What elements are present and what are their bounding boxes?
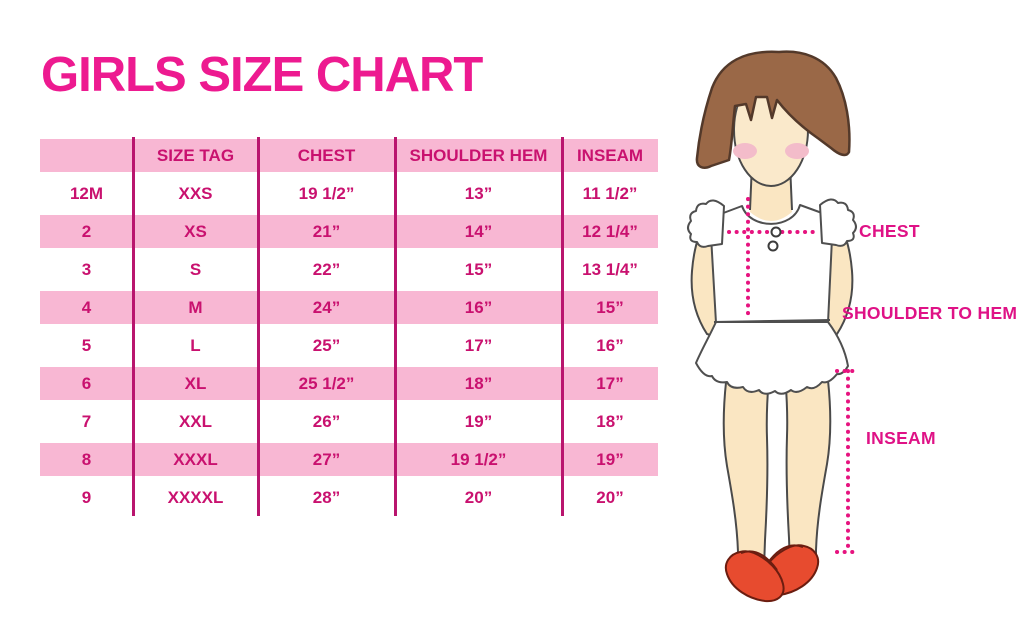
skirt <box>695 319 849 395</box>
size-tag-cell: M <box>188 298 203 317</box>
shoulder-cell: 15” <box>464 260 493 279</box>
shoe-left <box>724 550 785 603</box>
chest-cell: 28” <box>312 488 341 507</box>
row-label-cell: 3 <box>81 260 92 279</box>
row-label-cell: 5 <box>81 336 92 355</box>
chest-cell: 19 1/2” <box>298 184 355 203</box>
inseam-cell: 15” <box>596 298 624 317</box>
blush-right <box>785 143 809 159</box>
shoulder-to-hem-label: SHOULDER TO HEM <box>842 303 1018 323</box>
hair <box>695 50 851 169</box>
size-tag-cell: S <box>189 260 202 279</box>
shoulder-cell: 18” <box>464 374 493 393</box>
size-tag-cell: XXXXL <box>167 488 224 507</box>
shirt-buttons <box>767 226 782 252</box>
row-label-cell: 8 <box>81 450 92 469</box>
inseam-cell: 11 1/2” <box>582 184 638 203</box>
inseam-cell: 13 1/4” <box>582 260 638 279</box>
shoulder-cell: 16” <box>464 298 493 317</box>
measurement-lines <box>727 197 856 554</box>
table-row: 7 XXL 26” 19” 18” <box>40 403 658 441</box>
ruffle-sleeve-right <box>819 198 857 247</box>
waist-line <box>713 319 831 323</box>
table-row: 9 XXXXL 28” 20” 20” <box>40 479 658 517</box>
chest-cell: 21” <box>312 222 341 241</box>
chest-label: CHEST <box>859 221 920 241</box>
column-divider <box>561 137 564 516</box>
chest-cell: 27” <box>312 450 341 469</box>
table-row: 4 M 24” 16” 15” <box>40 289 658 327</box>
shoulder-cell: 20” <box>464 488 493 507</box>
row-label-cell: 4 <box>81 298 92 317</box>
table-row: 3 S 22” 15” 13 1/4” <box>40 251 658 289</box>
inseam-cell: 17” <box>596 374 624 393</box>
row-label-cell: 12M <box>69 184 104 203</box>
neck <box>749 160 793 221</box>
table-row: 8 XXXL 27” 19 1/2” 19” <box>40 441 658 479</box>
shoulder-cell: 19 1/2” <box>450 450 507 469</box>
row-label-cell: 9 <box>81 488 92 507</box>
chest-cell: 24” <box>312 298 341 317</box>
shoulder-cell: 13” <box>464 184 493 203</box>
size-tag-cell: XXXL <box>173 450 218 469</box>
column-header-shoulder-hem: SHOULDER HEM <box>409 146 548 165</box>
inseam-cell: 20” <box>596 488 624 507</box>
page-title: GIRLS SIZE CHART <box>41 48 483 102</box>
chest-cell: 25” <box>312 336 341 355</box>
column-divider <box>257 137 260 516</box>
shoulder-cell: 19” <box>464 412 493 431</box>
chest-cell: 22” <box>312 260 341 279</box>
shoes <box>724 544 820 603</box>
inseam-cell: 18” <box>596 412 624 431</box>
face <box>733 73 809 187</box>
legs <box>722 363 832 569</box>
ruffle-sleeve-left <box>687 199 725 248</box>
shoulder-cell: 14” <box>464 222 493 241</box>
size-tag-cell: XXS <box>178 184 213 203</box>
blush-left <box>733 143 757 159</box>
size-tag-cell: XS <box>184 222 207 241</box>
inseam-cell: 12 1/4” <box>582 222 638 241</box>
shoulder-cell: 17” <box>464 336 493 355</box>
arms <box>690 212 854 342</box>
column-header-size-tag: SIZE TAG <box>156 146 235 165</box>
shoe-right <box>759 544 820 597</box>
column-header-chest: CHEST <box>297 146 356 165</box>
size-tag-cell: XXL <box>178 412 213 431</box>
header-row: SIZE TAG CHEST SHOULDER HEM INSEAM <box>40 137 658 175</box>
top-garment <box>687 198 857 324</box>
chest-cell: 25 1/2” <box>298 374 355 393</box>
inseam-cell: 16” <box>596 336 624 355</box>
table-row: 2 XS 21” 14” 12 1/4” <box>40 213 658 251</box>
column-header-inseam: INSEAM <box>576 146 644 165</box>
inseam-cell: 19” <box>596 450 624 469</box>
column-divider <box>394 137 397 516</box>
table-row: 12M XXS 19 1/2” 13” 11 1/2” <box>40 175 658 213</box>
size-tag-cell: XL <box>184 374 207 393</box>
table-row: 6 XL 25 1/2” 18” 17” <box>40 365 658 403</box>
row-label-cell: 6 <box>81 374 92 393</box>
table-row: 5 L 25” 17” 16” <box>40 327 658 365</box>
column-divider <box>132 137 135 516</box>
size-tag-cell: L <box>190 336 201 355</box>
inseam-label: INSEAM <box>866 428 936 448</box>
size-chart-table: SIZE TAG CHEST SHOULDER HEM INSEAM 12M X… <box>40 137 658 517</box>
row-label-cell: 2 <box>81 222 92 241</box>
row-label-cell: 7 <box>81 412 92 431</box>
chest-cell: 26” <box>312 412 341 431</box>
